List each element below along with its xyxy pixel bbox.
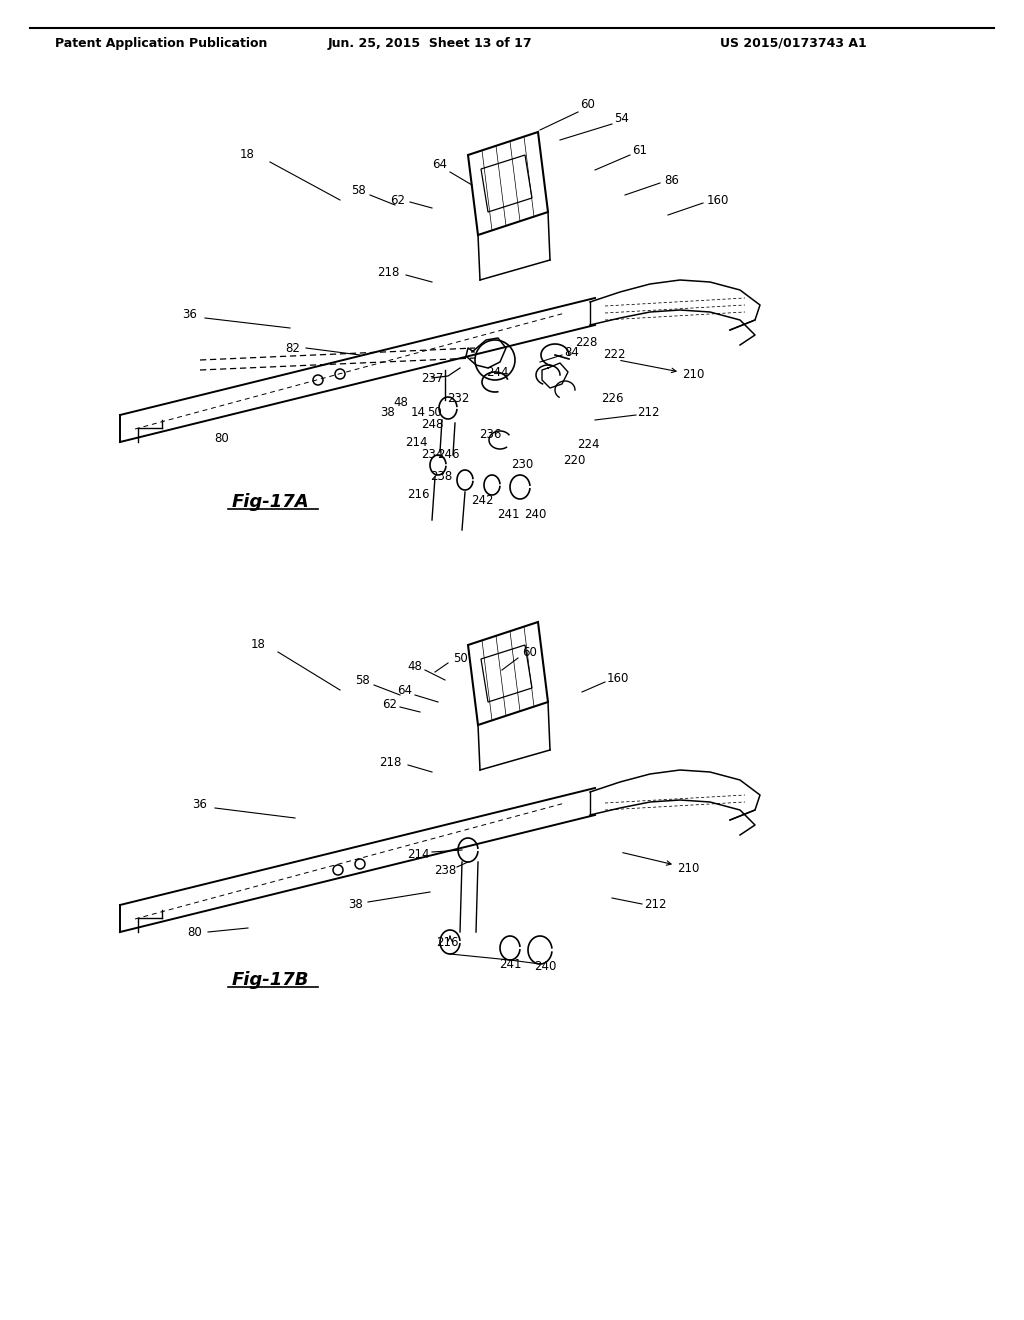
Text: 62: 62 [390, 194, 406, 206]
Text: 50: 50 [453, 652, 467, 664]
Text: 238: 238 [430, 470, 453, 483]
Text: 36: 36 [182, 309, 198, 322]
Text: 58: 58 [354, 673, 370, 686]
Text: 160: 160 [707, 194, 729, 206]
Text: 214: 214 [404, 436, 427, 449]
Text: 244: 244 [485, 367, 508, 380]
Text: 80: 80 [215, 432, 229, 445]
Text: 64: 64 [397, 684, 413, 697]
Text: 220: 220 [563, 454, 585, 466]
Text: 210: 210 [677, 862, 699, 874]
Text: 234: 234 [421, 447, 443, 461]
Text: 241: 241 [499, 957, 521, 970]
Text: 80: 80 [187, 925, 203, 939]
Text: 61: 61 [633, 144, 647, 157]
Text: 62: 62 [383, 697, 397, 710]
Text: 216: 216 [407, 487, 429, 500]
Text: 241: 241 [497, 507, 519, 520]
Text: 232: 232 [446, 392, 469, 404]
Text: 82: 82 [286, 342, 300, 355]
Text: 214: 214 [407, 849, 429, 862]
Text: 240: 240 [524, 507, 546, 520]
Text: 38: 38 [381, 407, 395, 420]
Text: 248: 248 [421, 418, 443, 432]
Text: 50: 50 [427, 407, 441, 420]
Text: 210: 210 [682, 368, 705, 381]
Text: 36: 36 [193, 799, 208, 812]
Text: 160: 160 [607, 672, 629, 685]
Text: 218: 218 [379, 755, 401, 768]
Text: 216: 216 [436, 936, 459, 949]
Text: 60: 60 [522, 647, 538, 660]
Text: 86: 86 [665, 173, 680, 186]
Text: Fig-17B: Fig-17B [231, 972, 309, 989]
Text: 48: 48 [393, 396, 409, 408]
Text: 60: 60 [581, 99, 595, 111]
Text: 212: 212 [637, 407, 659, 420]
Text: 14: 14 [411, 407, 426, 420]
Text: US 2015/0173743 A1: US 2015/0173743 A1 [720, 37, 866, 49]
Text: 240: 240 [534, 961, 556, 974]
Text: 224: 224 [577, 438, 599, 451]
Text: 238: 238 [434, 863, 456, 876]
Text: Fig-17A: Fig-17A [231, 492, 309, 511]
Text: 218: 218 [377, 265, 399, 279]
Text: 54: 54 [614, 111, 630, 124]
Text: 222: 222 [603, 347, 626, 360]
Text: 236: 236 [479, 429, 501, 441]
Text: 18: 18 [251, 639, 265, 652]
Text: 212: 212 [644, 898, 667, 911]
Text: 18: 18 [240, 149, 254, 161]
Text: Jun. 25, 2015  Sheet 13 of 17: Jun. 25, 2015 Sheet 13 of 17 [328, 37, 532, 49]
Text: 38: 38 [348, 899, 364, 912]
Text: 64: 64 [432, 158, 447, 172]
Text: 226: 226 [601, 392, 624, 404]
Text: 242: 242 [471, 494, 494, 507]
Text: 230: 230 [511, 458, 534, 470]
Text: 84: 84 [564, 346, 580, 359]
Text: 246: 246 [437, 447, 459, 461]
Text: Patent Application Publication: Patent Application Publication [55, 37, 267, 49]
Text: 237: 237 [421, 371, 443, 384]
Text: 228: 228 [574, 337, 597, 350]
Text: 48: 48 [408, 660, 423, 673]
Text: 58: 58 [350, 183, 366, 197]
